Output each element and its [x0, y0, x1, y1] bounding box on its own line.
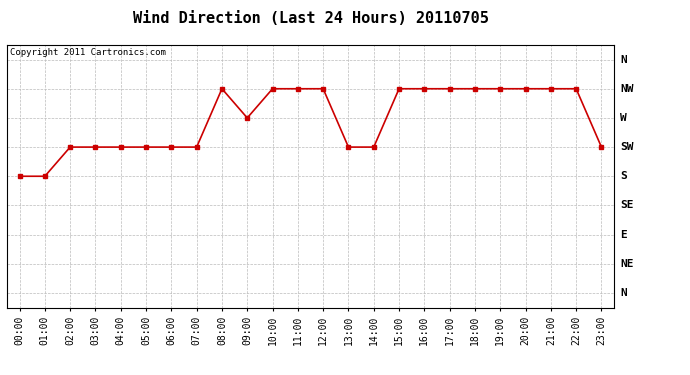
Text: SE: SE [620, 200, 633, 210]
Text: E: E [620, 230, 627, 240]
Text: S: S [620, 171, 627, 181]
Text: Wind Direction (Last 24 Hours) 20110705: Wind Direction (Last 24 Hours) 20110705 [132, 11, 489, 26]
Text: SW: SW [620, 142, 633, 152]
Text: W: W [620, 113, 627, 123]
Text: NE: NE [620, 259, 633, 269]
Text: N: N [620, 55, 627, 64]
Text: N: N [620, 288, 627, 298]
Text: NW: NW [620, 84, 633, 94]
Text: Copyright 2011 Cartronics.com: Copyright 2011 Cartronics.com [10, 48, 166, 57]
